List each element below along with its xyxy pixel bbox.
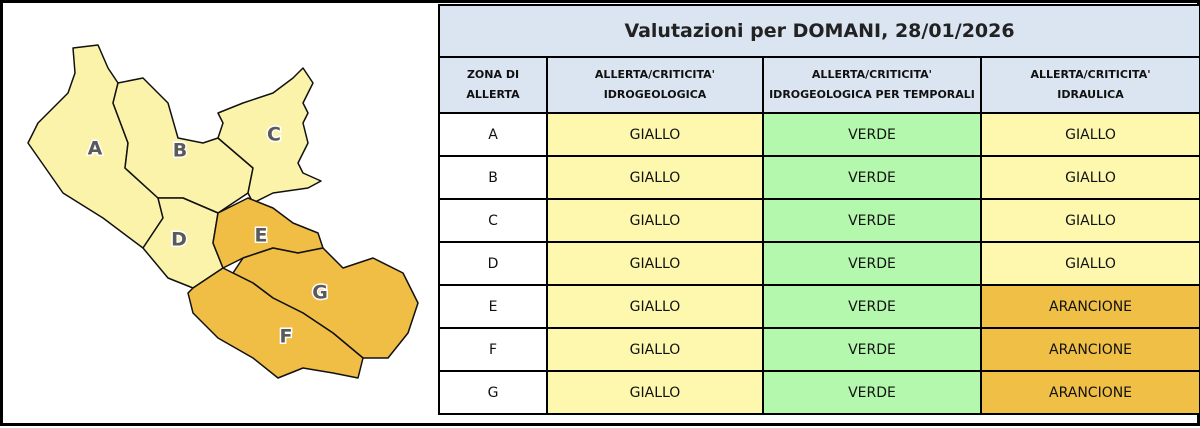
level-cell: VERDE	[762, 327, 982, 372]
zone-label: D	[171, 229, 187, 251]
zone-cell: D	[438, 241, 548, 286]
zone-row: F GIALLO VERDE ARANCIONE	[438, 327, 1200, 372]
zone-cell: G	[438, 370, 548, 415]
column-header: ZONA DI ALLERTA	[438, 56, 548, 114]
column-header: ALLERTA/CRITICITA' IDRAULICA	[979, 56, 1200, 114]
zone-label: F	[280, 326, 293, 348]
level-cell: GIALLO	[979, 112, 1200, 157]
column-header: ALLERTA/CRITICITA' IDROGEOLOGICA	[546, 56, 764, 114]
zone-label: G	[312, 282, 328, 304]
header-line: IDROGEOLOGICA PER TEMPORALI	[769, 88, 975, 101]
zone-row: E GIALLO VERDE ARANCIONE	[438, 284, 1200, 329]
zone-row: G GIALLO VERDE ARANCIONE	[438, 370, 1200, 415]
zone-area	[217, 67, 322, 204]
zone-cell: B	[438, 155, 548, 200]
table-title: Valutazioni per DOMANI, 28/01/2026	[437, 4, 1200, 58]
zone-label: C	[267, 124, 281, 146]
level-cell: GIALLO	[546, 241, 764, 286]
header-line: ALLERTA/CRITICITA'	[1030, 68, 1151, 81]
level-cell: GIALLO	[979, 198, 1200, 243]
zone-map: A B C D E GF	[27, 44, 419, 379]
zone-cell: F	[438, 327, 548, 372]
level-cell: GIALLO	[979, 241, 1200, 286]
level-cell: VERDE	[762, 198, 982, 243]
level-cell: GIALLO	[546, 112, 764, 157]
zone-label: B	[173, 140, 187, 162]
zone-cell: C	[438, 198, 548, 243]
level-cell: GIALLO	[546, 198, 764, 243]
zone-cell: E	[438, 284, 548, 329]
level-cell: VERDE	[762, 155, 982, 200]
header-line: ZONA DI	[466, 68, 520, 81]
table-body: Valutazioni per DOMANI, 28/01/2026 ZONA …	[437, 4, 1200, 415]
zone-row: C GIALLO VERDE GIALLO	[438, 198, 1200, 243]
level-cell: VERDE	[762, 370, 982, 415]
alert-table: Valutazioni per DOMANI, 28/01/2026 ZONA …	[437, 4, 1200, 415]
zone-label: A	[88, 138, 103, 160]
level-cell: ARANCIONE	[979, 284, 1200, 329]
zone-row: D GIALLO VERDE GIALLO	[438, 241, 1200, 286]
column-header: ALLERTA/CRITICITA' IDROGEOLOGICA PER TEMP…	[762, 56, 982, 114]
level-cell: ARANCIONE	[979, 327, 1200, 372]
zone-row: A GIALLO VERDE GIALLO	[438, 112, 1200, 157]
level-cell: GIALLO	[546, 284, 764, 329]
header-line: ALLERTA	[466, 88, 520, 101]
header-line: ALLERTA/CRITICITA'	[594, 68, 716, 81]
level-cell: VERDE	[762, 112, 982, 157]
header-line: IDRAULICA	[1057, 88, 1124, 101]
header-line: IDROGEOLOGICA	[603, 88, 707, 101]
zone-label: E	[255, 225, 268, 247]
zone-area	[187, 267, 364, 379]
level-cell: GIALLO	[546, 327, 764, 372]
zone-cell: A	[438, 112, 548, 157]
header-row: ZONA DI ALLERTA ALLERTA/CRITICITA' IDROGEOL…	[438, 56, 1200, 114]
level-cell: GIALLO	[979, 155, 1200, 200]
level-cell: ARANCIONE	[979, 370, 1200, 415]
zone-row: B GIALLO VERDE GIALLO	[438, 155, 1200, 200]
level-cell: GIALLO	[546, 370, 764, 415]
header-line: ALLERTA/CRITICITA'	[811, 68, 933, 81]
level-cell: GIALLO	[546, 155, 764, 200]
level-cell: VERDE	[762, 284, 982, 329]
level-cell: VERDE	[762, 241, 982, 286]
